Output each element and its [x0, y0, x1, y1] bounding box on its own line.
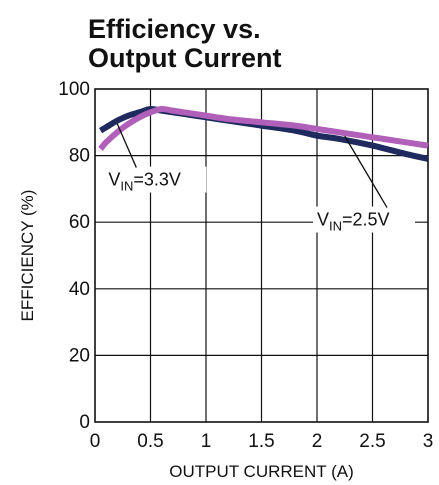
x-tick-label: 0 [90, 431, 101, 452]
y-tick-label: 20 [69, 345, 90, 366]
x-tick-labels: 0 0.5 1 1.5 2 2.5 3 [90, 431, 434, 452]
x-tick-label: 1 [201, 431, 212, 452]
series-line-vin-3v3 [98, 105, 429, 162]
y-tick-labels: 0 20 40 60 80 100 [58, 79, 90, 433]
y-axis-label: EFFICIENCY (%) [18, 190, 37, 322]
chart-title-line-1: Efficiency vs. [88, 14, 261, 44]
y-tick-label: 40 [69, 279, 90, 300]
annotation-subscript: IN [120, 179, 133, 194]
data-series [98, 105, 429, 162]
annotation-leader-line [344, 135, 388, 208]
annotation-value: =3.3V [133, 170, 181, 190]
y-tick-label: 80 [69, 146, 90, 167]
x-tick-label: 2 [312, 431, 323, 452]
annotation-v: V [317, 210, 329, 230]
chart-title-line-2: Output Current [88, 43, 281, 73]
x-tick-label: 1.5 [248, 431, 274, 452]
annotation-background [104, 166, 207, 193]
y-tick-label: 60 [69, 212, 90, 233]
annotation-subscript: IN [329, 219, 342, 234]
y-tick-label: 100 [58, 79, 90, 100]
plot-frame [94, 88, 429, 423]
y-tick-label: 0 [79, 412, 90, 433]
annotation-label-vin-3v3: VIN=3.3V [108, 170, 181, 194]
annotation-leader-line [116, 123, 137, 168]
x-tick-label: 2.5 [359, 431, 385, 452]
series-line-vin-2v5 [98, 105, 429, 151]
annotation-v: V [108, 170, 120, 190]
annotation-value: =2.5V [342, 210, 390, 230]
chart-title: Efficiency vs.Output Current [88, 14, 281, 73]
annotation-background [313, 206, 415, 233]
x-tick-label: 0.5 [137, 431, 163, 452]
annotation-label-vin-2v5: VIN=2.5V [317, 210, 390, 234]
x-tick-label: 3 [423, 431, 434, 452]
x-axis-label: OUTPUT CURRENT (A) [169, 462, 354, 481]
